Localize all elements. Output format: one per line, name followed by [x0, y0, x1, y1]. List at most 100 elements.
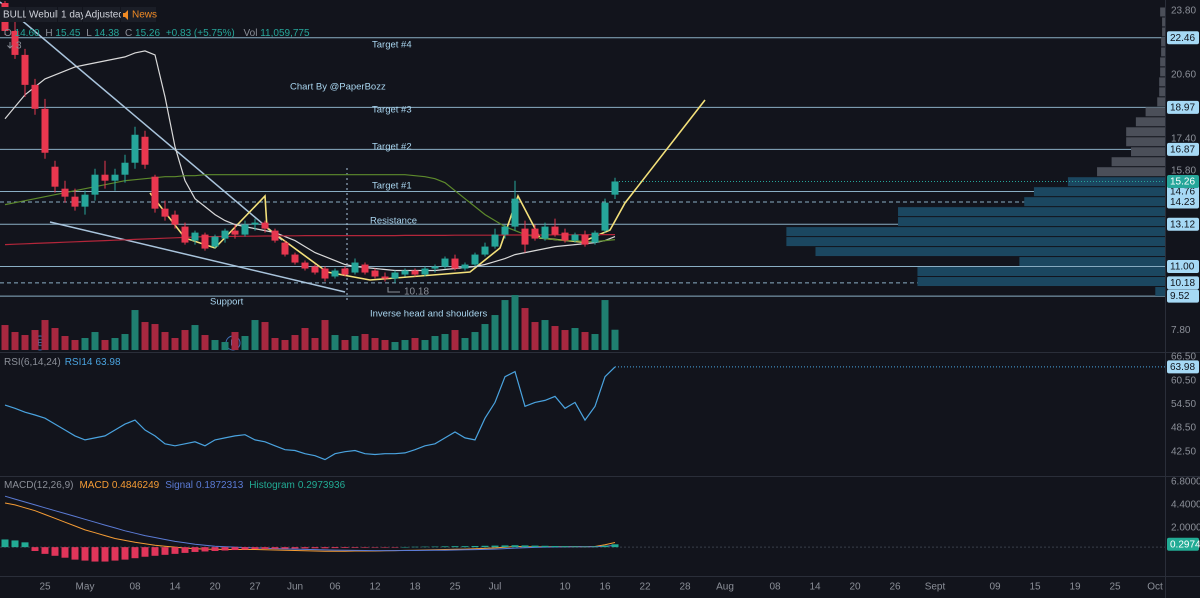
volume-bar	[121, 334, 129, 350]
volume-bar	[201, 335, 209, 350]
candle-body	[451, 258, 459, 269]
candle-body	[361, 264, 369, 273]
volume-profile-bar	[815, 247, 1165, 257]
histogram-bar	[401, 546, 409, 548]
histogram-bar	[461, 546, 469, 548]
x-tick-label: 18	[409, 582, 421, 593]
candle-body	[401, 270, 409, 275]
candle-body	[161, 208, 169, 217]
histogram-bar	[261, 547, 269, 549]
symbol[interactable]: BULL	[3, 10, 28, 21]
volume-profile-bar	[1145, 107, 1165, 117]
volume-bar	[451, 330, 459, 350]
volume-bar	[361, 334, 369, 350]
moving-average	[4, 50, 616, 272]
quote-value: 15.26	[135, 28, 160, 39]
legend-name: RSI14	[65, 357, 93, 368]
interval-box[interactable]	[58, 7, 82, 22]
last-price-box	[1167, 174, 1199, 188]
volume-bar	[21, 335, 29, 350]
candle-body	[191, 232, 199, 241]
volume-bar	[131, 310, 139, 350]
quote-change: +0.83 (+5.75%)	[166, 28, 235, 39]
y-tick-label: 2.0000	[1171, 523, 1200, 534]
histogram-bar	[161, 547, 169, 555]
legend-value: 0.2973936	[298, 480, 346, 491]
histogram-bar	[301, 547, 309, 549]
volume-bar	[401, 340, 409, 350]
y-tick-label: 54.50	[1171, 399, 1196, 410]
level-label: 18.97	[1170, 103, 1195, 114]
level-label-box	[1167, 142, 1199, 156]
candle-body	[41, 108, 49, 153]
histogram-bar	[11, 540, 19, 548]
candle-body	[471, 254, 479, 265]
x-tick-label: 27	[249, 582, 261, 593]
volume-bar	[341, 340, 349, 350]
volume-profile-bar	[1024, 197, 1165, 207]
x-tick-label: 09	[989, 582, 1001, 593]
legend-value: 0.4846249	[112, 480, 160, 491]
candle-body	[111, 174, 119, 181]
volume-bar	[241, 336, 249, 350]
y-tick-label: 48.50	[1171, 423, 1196, 434]
x-tick-label: 19	[1069, 582, 1081, 593]
volume-value: 11,059,775	[260, 28, 310, 39]
candle-body	[371, 270, 379, 277]
news-box[interactable]	[121, 7, 156, 22]
candle-body	[481, 246, 489, 255]
level-label: 22.46	[1170, 33, 1195, 44]
volume-profile-bar	[786, 237, 1165, 247]
histogram-bar	[131, 547, 139, 559]
last-value: 0.2974	[1170, 539, 1200, 550]
source[interactable]: Webull	[29, 10, 59, 21]
candle-body	[281, 242, 289, 255]
candle-body	[131, 134, 139, 163]
candle-body	[611, 181, 619, 195]
histogram-bar	[551, 545, 559, 548]
legend-name: Signal	[165, 480, 193, 491]
volume-bar	[61, 336, 69, 350]
indicator-count[interactable]: 3	[16, 41, 22, 52]
volume-bar	[221, 342, 229, 350]
histogram-bar	[81, 547, 89, 561]
adjustment-box[interactable]	[83, 7, 120, 22]
histogram-bar	[251, 547, 259, 550]
x-tick-label: Jul	[489, 582, 502, 593]
histogram-bar	[421, 546, 429, 548]
news[interactable]: News	[132, 10, 157, 21]
histogram-bar	[21, 542, 29, 548]
histogram-bar	[381, 547, 389, 548]
symbol-box[interactable]	[0, 7, 25, 22]
volume-bar	[591, 334, 599, 350]
volume-bar	[301, 328, 309, 350]
last-value: 63.98	[1170, 362, 1195, 373]
news-icon[interactable]	[123, 10, 128, 20]
candle-body	[241, 224, 249, 235]
histogram-bar	[91, 547, 99, 562]
level-label-box	[1167, 276, 1199, 290]
interval[interactable]: 1 day	[61, 10, 85, 21]
x-tick-label: 28	[679, 582, 691, 593]
x-tick-label: 22	[639, 582, 651, 593]
adjustment[interactable]: Adjusted	[85, 10, 124, 21]
candle-body	[591, 232, 599, 243]
collapse-icon[interactable]	[7, 42, 13, 49]
y-tick-label: 23.80	[1171, 6, 1196, 17]
histogram-bar	[411, 546, 419, 548]
candle-body	[561, 232, 569, 241]
x-tick-label: 25	[1109, 582, 1121, 593]
rsi-line	[4, 366, 616, 461]
histogram-bar	[441, 546, 449, 548]
annotation: Inverse head and shoulders	[370, 309, 487, 320]
volume-bar	[421, 340, 429, 350]
level-label: 10.18	[1170, 278, 1195, 289]
quote: O 14.60 H 15.45 L 14.38 C 15.26 +0.83 (+…	[4, 28, 310, 39]
quote-key: L	[86, 28, 92, 39]
histogram-bar	[581, 546, 589, 548]
volume-profile-bar	[1155, 287, 1165, 296]
level-label: 11.00	[1170, 262, 1195, 273]
source-box[interactable]	[26, 7, 57, 22]
